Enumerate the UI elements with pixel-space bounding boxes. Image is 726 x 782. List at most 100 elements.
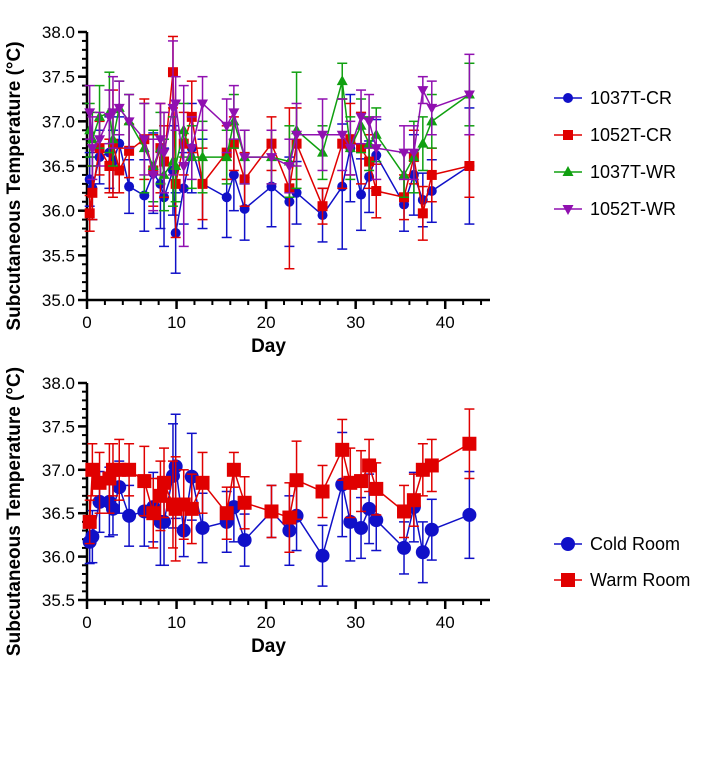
y-tick-label: 36.5: [42, 157, 75, 176]
data-point: [417, 137, 429, 148]
data-point: [354, 520, 369, 535]
data-point: [370, 144, 382, 155]
data-point: [289, 473, 304, 488]
data-point: [362, 501, 377, 516]
series-warm-room: [82, 408, 477, 562]
series-1052t-wr: [84, 40, 475, 248]
y-tick-label: 37.0: [42, 461, 75, 480]
data-point: [138, 135, 150, 146]
y-tick-label: 35.5: [42, 246, 75, 265]
x-axis-title: Day: [251, 336, 286, 357]
data-point: [239, 153, 251, 164]
data-point: [195, 475, 210, 490]
y-tick-label: 37.5: [42, 68, 75, 87]
y-tick-label: 36.0: [42, 202, 75, 221]
y-tick-label: 38.0: [42, 374, 75, 393]
x-tick-label: 40: [436, 613, 455, 632]
data-point: [94, 135, 106, 146]
data-point: [417, 208, 428, 219]
data-point: [228, 108, 240, 119]
legend-label: 1037T-CR: [590, 88, 672, 108]
data-point: [343, 514, 358, 529]
data-point: [343, 475, 358, 490]
legend-marker: [561, 573, 575, 587]
legend-marker: [563, 93, 573, 103]
x-axis-title: Day: [251, 636, 286, 657]
data-point: [424, 522, 439, 537]
y-tick-label: 37.5: [42, 417, 75, 436]
data-point: [154, 135, 166, 146]
data-point: [107, 108, 119, 119]
data-point: [336, 130, 348, 141]
x-tick-label: 20: [257, 313, 276, 332]
data-point: [397, 540, 412, 555]
data-point: [265, 153, 277, 164]
data-point: [291, 130, 303, 141]
data-point: [335, 442, 350, 457]
chart-1: 35.0 35.5 36.0 36.5 37.0 37.5 38.0 0 10 20 30 40 Day…: [4, 23, 676, 357]
data-point: [123, 117, 135, 128]
data-point: [371, 186, 382, 197]
data-point: [226, 462, 241, 477]
data-point: [363, 117, 375, 128]
data-point: [317, 201, 328, 212]
data-point: [158, 148, 170, 159]
data-point: [221, 121, 233, 132]
data-point: [344, 144, 356, 155]
data-point: [354, 474, 369, 489]
legend-label: 1037T-WR: [590, 162, 676, 182]
data-point: [317, 130, 329, 141]
legend-label: 1052T-WR: [590, 199, 676, 219]
data-point: [408, 148, 420, 159]
data-point: [464, 161, 475, 171]
x-tick-label: 20: [257, 613, 276, 632]
data-point: [147, 170, 159, 181]
data-point: [282, 510, 297, 525]
data-point: [124, 145, 135, 156]
data-point: [415, 545, 430, 560]
data-point: [398, 148, 410, 159]
data-point: [264, 504, 279, 519]
data-point: [417, 86, 429, 97]
x-tick-label: 0: [82, 613, 91, 632]
x-tick-label: 10: [167, 313, 186, 332]
legend-marker: [562, 166, 574, 176]
x-tick-label: 10: [167, 613, 186, 632]
legend-marker: [561, 537, 575, 551]
y-tick-label: 36.5: [42, 504, 75, 523]
chart-2: 35.5 36.0 36.5 37.0 37.5 38.0 0 10 20 30 40 Day Subc…: [4, 367, 690, 657]
data-point: [237, 533, 252, 548]
y-tick-label: 35.5: [42, 591, 75, 610]
data-point: [85, 529, 100, 544]
legend-item: 1052T-WR: [554, 199, 676, 219]
x-tick-label: 0: [82, 313, 91, 332]
data-point: [228, 169, 239, 180]
data-point: [315, 484, 330, 499]
x-tick-label: 30: [346, 313, 365, 332]
data-point: [114, 165, 125, 176]
data-point: [369, 481, 384, 496]
legend-item: 1052T-CR: [554, 125, 672, 145]
legend-label: Warm Room: [590, 570, 690, 590]
legend-item: 1037T-WR: [554, 162, 676, 182]
data-point: [122, 508, 137, 523]
y-tick-label: 38.0: [42, 23, 75, 42]
data-point: [283, 162, 295, 172]
data-point: [197, 99, 209, 110]
legend-item: Cold Room: [554, 534, 680, 554]
data-point: [178, 162, 190, 172]
data-point: [356, 189, 367, 200]
data-point: [124, 181, 135, 192]
data-point: [424, 458, 439, 473]
legend-item: 1037T-CR: [554, 88, 672, 108]
y-axis-title: Subcutaneous Temperature (°C): [4, 41, 25, 330]
data-point: [336, 75, 348, 86]
data-point: [113, 103, 125, 114]
data-point: [397, 504, 412, 519]
data-point: [369, 513, 384, 528]
legend-label: Cold Room: [590, 534, 680, 554]
data-point: [195, 520, 210, 535]
data-point: [462, 507, 477, 522]
data-point: [237, 495, 252, 510]
